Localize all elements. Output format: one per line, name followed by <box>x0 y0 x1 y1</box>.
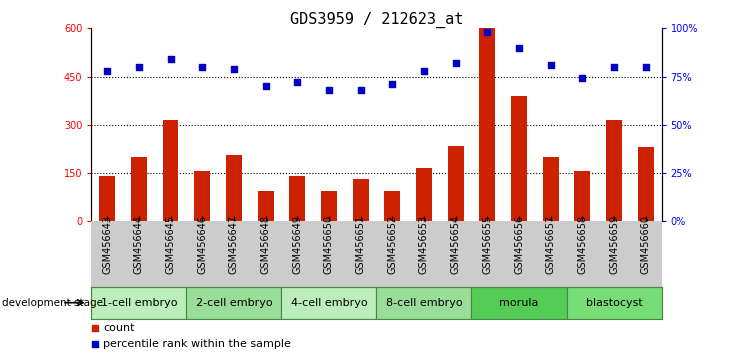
Bar <box>471 287 567 319</box>
Text: blastocyst: blastocyst <box>586 298 643 308</box>
Bar <box>226 155 242 221</box>
Point <box>640 64 651 70</box>
Bar <box>289 176 306 221</box>
Point <box>89 325 101 330</box>
Point <box>89 341 101 347</box>
Bar <box>186 287 281 319</box>
Bar <box>257 191 273 221</box>
Text: development stage: development stage <box>2 298 103 308</box>
Text: 8-cell embryo: 8-cell embryo <box>386 298 462 308</box>
Bar <box>638 147 654 221</box>
Bar <box>91 287 186 319</box>
Point <box>450 60 461 66</box>
Point <box>164 56 176 62</box>
Bar <box>385 191 401 221</box>
Point <box>513 45 525 50</box>
Point <box>545 62 556 68</box>
Bar <box>321 191 337 221</box>
Bar <box>416 168 432 221</box>
Point <box>102 68 113 74</box>
Point <box>323 87 335 93</box>
Bar <box>480 28 496 221</box>
Point <box>197 64 208 70</box>
Text: 1-cell embryo: 1-cell embryo <box>101 298 177 308</box>
Bar <box>99 176 115 221</box>
Point <box>228 66 240 72</box>
Text: count: count <box>103 322 135 332</box>
Bar <box>353 179 368 221</box>
Bar <box>162 120 178 221</box>
Text: 4-cell embryo: 4-cell embryo <box>291 298 367 308</box>
Title: GDS3959 / 212623_at: GDS3959 / 212623_at <box>289 12 463 28</box>
Text: morula: morula <box>499 298 539 308</box>
Point <box>577 76 588 81</box>
Point <box>482 29 493 35</box>
Point <box>260 84 271 89</box>
Bar <box>567 287 662 319</box>
Bar <box>606 120 622 221</box>
Bar <box>376 287 471 319</box>
Bar <box>281 287 376 319</box>
Point <box>418 68 430 74</box>
Text: 2-cell embryo: 2-cell embryo <box>196 298 272 308</box>
Bar <box>575 171 591 221</box>
Point <box>387 81 398 87</box>
Point <box>292 80 303 85</box>
Bar <box>447 146 463 221</box>
Bar <box>511 96 527 221</box>
Bar <box>194 171 211 221</box>
Point <box>355 87 366 93</box>
Text: percentile rank within the sample: percentile rank within the sample <box>103 339 291 349</box>
Bar <box>131 157 147 221</box>
Point <box>608 64 620 70</box>
Point <box>133 64 145 70</box>
Bar <box>542 157 558 221</box>
